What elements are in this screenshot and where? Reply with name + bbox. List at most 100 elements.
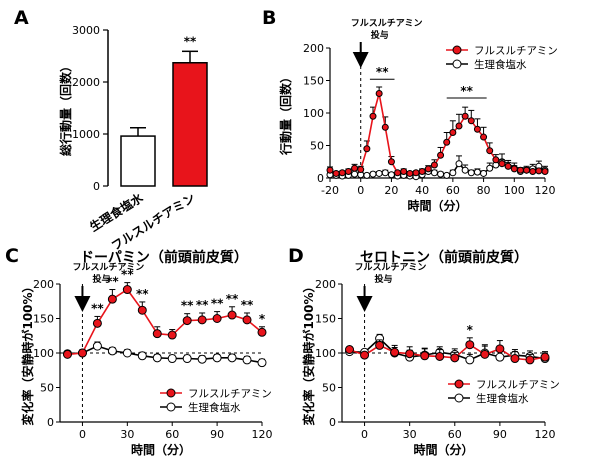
x-tick-label: 60 (448, 428, 462, 441)
injection-label: フルスルチアミン (355, 262, 427, 273)
y-tick-label: 50 (310, 140, 324, 153)
legend-marker-saline (454, 393, 464, 403)
x-axis-label: 時間（分） (413, 442, 473, 457)
data-point-drug (450, 353, 460, 363)
bar (172, 62, 208, 187)
data-point-drug (449, 129, 457, 136)
data-point-saline (443, 171, 451, 179)
data-point-drug (62, 349, 72, 359)
y-tick-label: 3000 (72, 24, 100, 37)
significance-label: ** (196, 298, 209, 312)
panel-letter-d: D (288, 245, 304, 267)
data-point-drug (405, 349, 415, 359)
legend-label-saline: 生理食塩水 (476, 392, 529, 405)
legend-label-drug: フルスルチアミン (188, 388, 272, 400)
data-point-saline (486, 164, 494, 172)
data-point-drug (375, 340, 385, 350)
legend-marker-drug (454, 379, 464, 389)
y-tick-label: 0 (329, 416, 336, 429)
data-point-drug (430, 161, 438, 169)
x-tick-label: 120 (535, 184, 556, 197)
y-axis-label: 行動量（回数） (278, 71, 293, 156)
significance-label: ** (121, 268, 134, 282)
panel-letter-b: B (262, 7, 276, 29)
x-tick-label: 0 (357, 184, 364, 197)
legend-marker-saline (166, 402, 176, 412)
significance-label: * (259, 312, 266, 326)
data-point-drug (387, 158, 395, 166)
data-point-drug (400, 168, 408, 175)
data-point-saline (227, 353, 237, 363)
data-point-saline (107, 346, 117, 356)
data-point-drug (242, 315, 252, 325)
significance-label: * (467, 323, 474, 337)
data-point-drug (77, 348, 87, 358)
y-tick-label: 100 (33, 347, 54, 360)
data-point-drug (540, 352, 550, 362)
data-point-drug (465, 340, 475, 350)
data-point-drug (498, 160, 506, 168)
significance-label: ** (181, 299, 194, 313)
injection-label-line2: 投与 (92, 273, 110, 285)
significance-label: ** (376, 65, 389, 79)
data-point-drug (390, 347, 400, 357)
data-point-drug (92, 318, 102, 328)
x-tick-label: 30 (120, 428, 134, 441)
data-point-drug (424, 165, 432, 173)
data-point-drug (394, 169, 402, 177)
y-tick-label: 1000 (72, 128, 100, 141)
data-point-drug (495, 344, 505, 354)
data-point-drug (363, 145, 371, 153)
data-point-drug (344, 168, 352, 175)
data-point-drug (541, 168, 549, 175)
data-point-saline (430, 169, 438, 177)
data-point-saline (363, 171, 371, 179)
x-tick-label: 120 (252, 428, 273, 441)
data-point-drug (467, 117, 475, 125)
data-point-drug (360, 350, 370, 360)
injection-label: フルスルチアミン (72, 262, 144, 273)
data-point-drug (510, 165, 518, 173)
data-point-saline (242, 355, 252, 365)
y-tick-label: 200 (303, 42, 324, 55)
legend-label-drug: フルスルチアミン (476, 379, 560, 391)
data-point-saline (437, 170, 445, 178)
data-point-saline (375, 169, 383, 177)
x-tick-label: 100 (504, 184, 525, 197)
data-point-drug (525, 355, 535, 365)
data-point-saline (369, 170, 377, 178)
x-tick-label: 60 (446, 184, 460, 197)
y-tick-label: 150 (303, 75, 324, 88)
data-point-saline (467, 169, 475, 177)
data-point-drug (480, 133, 488, 141)
data-point-saline (137, 351, 147, 361)
injection-label-line2: 投与 (371, 29, 389, 41)
significance-label: ** (460, 84, 473, 98)
y-tick-label: 0 (47, 416, 54, 429)
x-tick-label: 90 (493, 428, 507, 441)
data-point-drug (480, 349, 490, 359)
data-point-drug (182, 316, 192, 326)
series-line-drug (329, 93, 546, 175)
data-point-drug (510, 354, 520, 364)
data-point-drug (437, 151, 445, 159)
x-tick-label: 20 (384, 184, 398, 197)
data-point-drug (473, 125, 481, 133)
data-point-drug (326, 166, 334, 174)
data-point-drug (406, 169, 414, 177)
data-point-saline (480, 169, 488, 177)
y-tick-label: 100 (303, 107, 324, 120)
x-tick-label: 0 (361, 428, 368, 441)
data-point-drug (461, 112, 469, 120)
data-point-drug (516, 166, 524, 174)
x-tick-label: 80 (477, 184, 491, 197)
significance-label: ** (211, 297, 224, 311)
x-tick-label: 40 (415, 184, 429, 197)
y-tick-label: 50 (322, 382, 336, 395)
panel-letter-a: A (14, 7, 29, 29)
y-tick-label: 200 (33, 278, 54, 291)
significance-label: ** (106, 275, 119, 289)
